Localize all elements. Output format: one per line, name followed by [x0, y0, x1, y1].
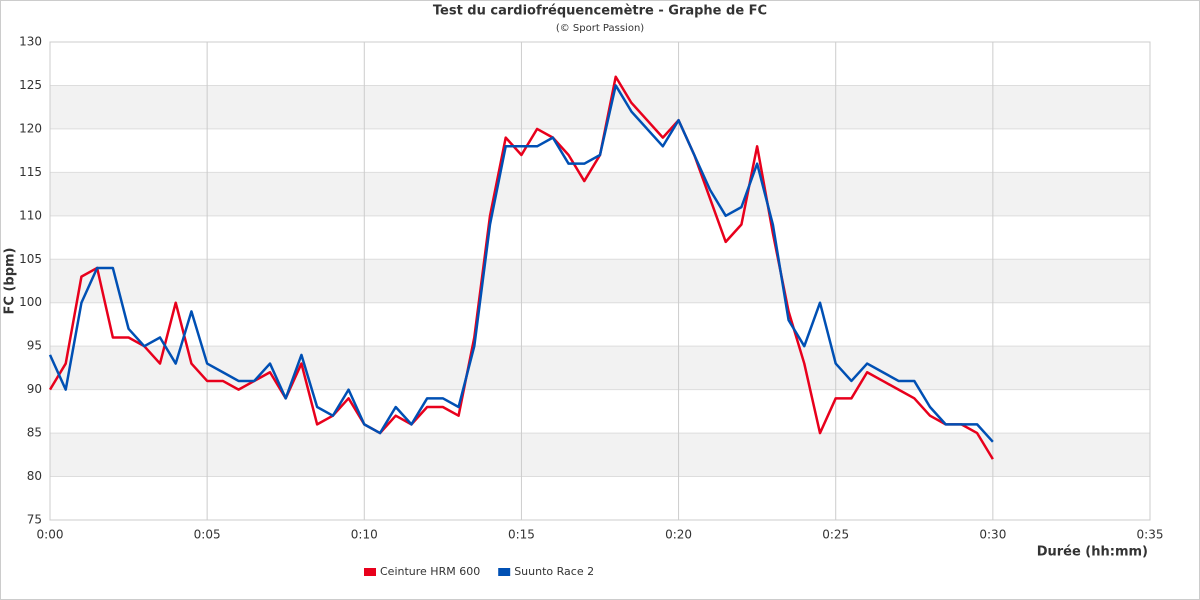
- legend-label: Suunto Race 2: [514, 565, 594, 578]
- y-tick-label: 100: [19, 295, 42, 309]
- grid-band: [50, 259, 1150, 303]
- y-tick-label: 105: [19, 252, 42, 266]
- y-tick-label: 125: [19, 78, 42, 92]
- x-tick-label: 0:00: [37, 528, 64, 542]
- plot-border: [49, 41, 1151, 521]
- grid-band: [50, 346, 1150, 390]
- series-line: [48, 84, 994, 443]
- series-line: [48, 75, 994, 460]
- y-tick-label: 80: [27, 469, 42, 483]
- y-tick-label: 120: [19, 121, 42, 135]
- legend-swatch: [498, 568, 511, 576]
- grid-band: [50, 433, 1150, 477]
- y-tick-label: 115: [19, 165, 42, 179]
- y-tick-label: 110: [19, 208, 42, 222]
- x-tick-label: 0:05: [194, 528, 221, 542]
- x-tick-label: 0:30: [979, 528, 1006, 542]
- x-axis-title: Durée (hh:mm): [1037, 545, 1148, 560]
- x-tick-label: 0:20: [665, 528, 692, 542]
- y-tick-label: 85: [27, 426, 42, 440]
- y-tick-label: 130: [19, 35, 42, 49]
- y-axis-title: FC (bpm): [3, 248, 18, 315]
- x-tick-label: 0:35: [1137, 528, 1164, 542]
- chart-subtitle: (© Sport Passion): [556, 23, 644, 34]
- chart-title: Test du cardiofréquencemètre - Graphe de…: [433, 4, 767, 19]
- x-tick-label: 0:10: [351, 528, 378, 542]
- x-tick-label: 0:15: [508, 528, 535, 542]
- legend-swatch: [364, 568, 376, 576]
- y-tick-label: 95: [27, 339, 42, 353]
- grid-band: [50, 85, 1150, 129]
- legend-label: Ceinture HRM 600: [380, 565, 480, 578]
- grid-band: [50, 172, 1150, 216]
- x-tick-label: 0:25: [822, 528, 849, 542]
- y-tick-label: 90: [27, 382, 42, 396]
- y-tick-label: 75: [27, 513, 42, 527]
- grid-bands: [50, 85, 1150, 477]
